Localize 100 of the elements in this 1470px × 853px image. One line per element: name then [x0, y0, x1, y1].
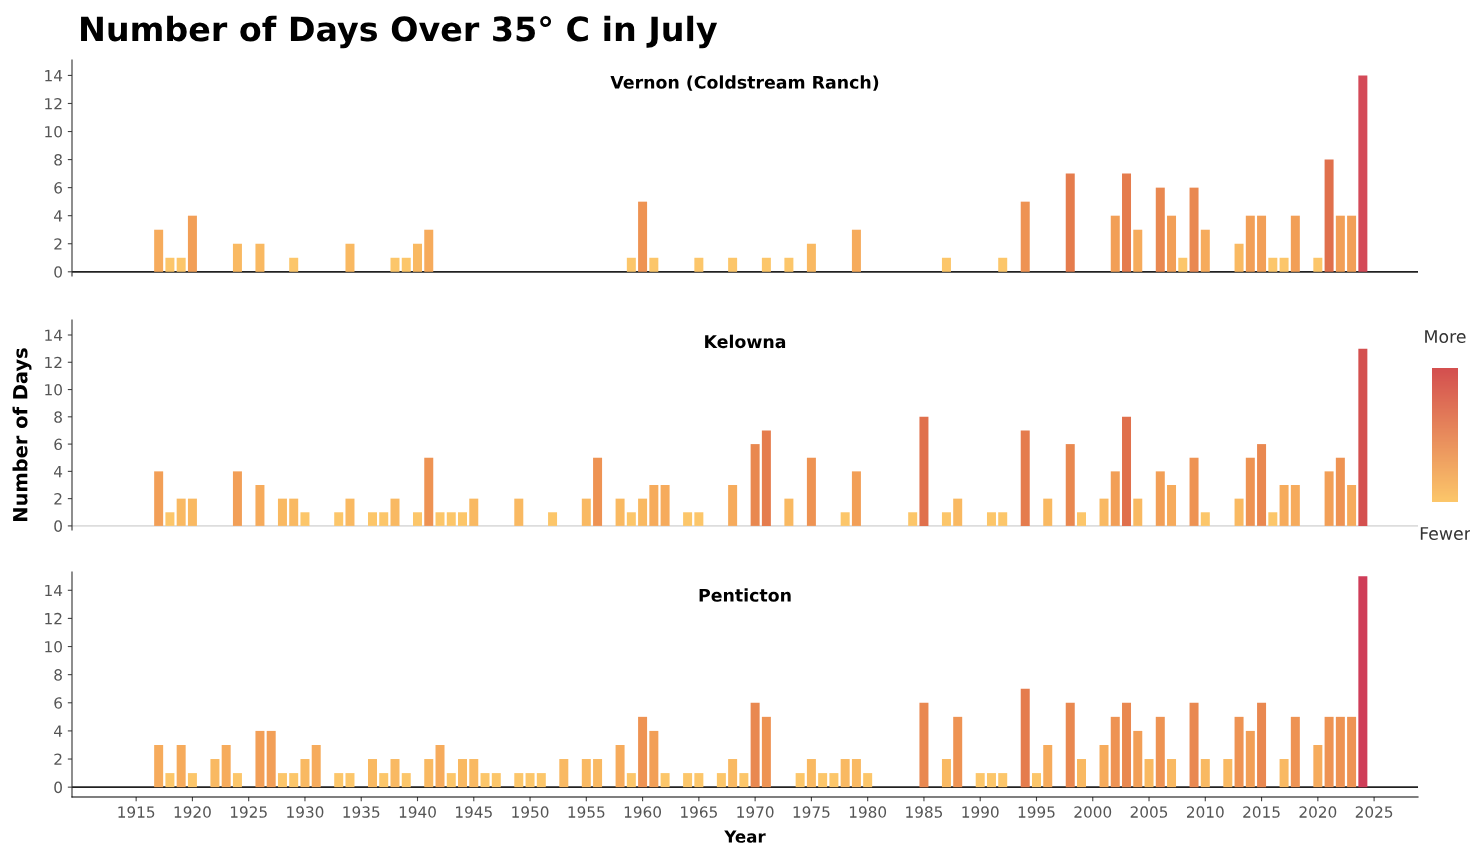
bar — [1245, 457, 1255, 526]
bar — [446, 773, 456, 788]
bar — [829, 773, 839, 788]
bar — [941, 512, 951, 526]
bar — [154, 471, 164, 526]
bar — [941, 759, 951, 788]
bar — [660, 485, 670, 526]
bar — [908, 512, 918, 526]
bar — [413, 512, 423, 526]
y-tick-label: 14 — [45, 70, 63, 82]
bar — [1279, 257, 1289, 272]
bar — [1358, 75, 1368, 272]
bar — [750, 702, 760, 788]
bar — [1347, 485, 1357, 526]
bar — [626, 773, 636, 788]
text: More — [1425, 330, 1466, 344]
x-tick-label: 2025 — [1355, 806, 1393, 818]
bar — [728, 257, 738, 272]
bar — [694, 257, 704, 272]
bar — [446, 512, 456, 526]
bar — [1268, 512, 1278, 526]
x-tick-label: 1990 — [962, 806, 999, 818]
x-tick-label: 1985 — [906, 806, 943, 818]
bar — [1279, 759, 1289, 788]
bar — [795, 773, 805, 788]
bar — [941, 257, 951, 272]
bar — [232, 471, 242, 526]
y-tick-label: 6 — [54, 438, 63, 451]
bar — [1335, 716, 1345, 788]
x-tick-label: 1955 — [568, 806, 605, 818]
bar — [649, 730, 659, 788]
bar — [919, 702, 929, 788]
bar — [491, 773, 501, 788]
x-tick-label: 1960 — [624, 806, 662, 818]
x-tick-label: 1945 — [456, 806, 492, 818]
bar — [638, 201, 648, 272]
bar — [683, 773, 693, 788]
bar — [210, 759, 220, 788]
y-tick-label: 6 — [54, 697, 63, 709]
bar — [1324, 471, 1334, 526]
bar — [1245, 215, 1255, 272]
bar — [345, 243, 355, 272]
bar — [379, 512, 389, 526]
bar — [581, 759, 591, 788]
bar — [761, 430, 771, 526]
bar — [1279, 485, 1289, 526]
bar — [784, 257, 794, 272]
bar — [986, 512, 996, 526]
bar — [1200, 229, 1210, 272]
bar — [1234, 498, 1244, 526]
bar — [300, 512, 310, 526]
bar — [367, 512, 377, 526]
bar — [424, 229, 434, 272]
y-tick-label: 0 — [54, 781, 62, 794]
x-tick-label: 2000 — [1074, 806, 1112, 818]
bar — [739, 773, 749, 788]
bar — [1043, 744, 1053, 788]
bar — [1110, 716, 1120, 788]
bar — [1234, 243, 1244, 272]
bar — [761, 257, 771, 272]
bar — [750, 444, 760, 526]
bar — [1155, 471, 1165, 526]
x-tick-label: 1975 — [793, 806, 830, 818]
bar — [390, 759, 400, 788]
bar — [840, 759, 850, 788]
bar — [1347, 215, 1357, 272]
x-tick-label: 2020 — [1299, 806, 1337, 818]
bar — [1234, 716, 1244, 788]
bar — [1065, 173, 1075, 272]
bar — [1167, 215, 1177, 272]
bar — [1020, 430, 1030, 526]
chart-title: Number of Days Over 35° C in July — [81, 15, 718, 49]
bar — [334, 773, 344, 788]
bar — [413, 243, 423, 272]
bar — [1200, 759, 1210, 788]
bar — [851, 759, 861, 788]
bar — [615, 498, 625, 526]
bar — [1020, 688, 1030, 788]
bar — [953, 716, 963, 788]
bar — [1313, 744, 1323, 788]
y-tick-label: 0 — [54, 266, 62, 278]
bar — [1065, 702, 1075, 788]
bar — [458, 512, 468, 526]
bar — [1099, 744, 1109, 788]
bar — [998, 773, 1008, 788]
y-tick-label: 8 — [54, 411, 62, 423]
y-tick-label: 2 — [54, 493, 62, 505]
x-tick-label: 1920 — [174, 806, 211, 818]
bar — [514, 773, 524, 788]
y-tick-label: 10 — [45, 641, 62, 653]
bar — [165, 257, 175, 272]
bar — [1167, 485, 1177, 526]
bar — [266, 730, 276, 788]
x-tick-label: 2005 — [1130, 806, 1168, 818]
bar — [1099, 498, 1109, 526]
y-tick-label: 4 — [54, 725, 63, 737]
bar — [165, 512, 175, 526]
bar — [1077, 512, 1086, 526]
bar — [424, 759, 434, 788]
text: Penticton — [699, 588, 791, 602]
